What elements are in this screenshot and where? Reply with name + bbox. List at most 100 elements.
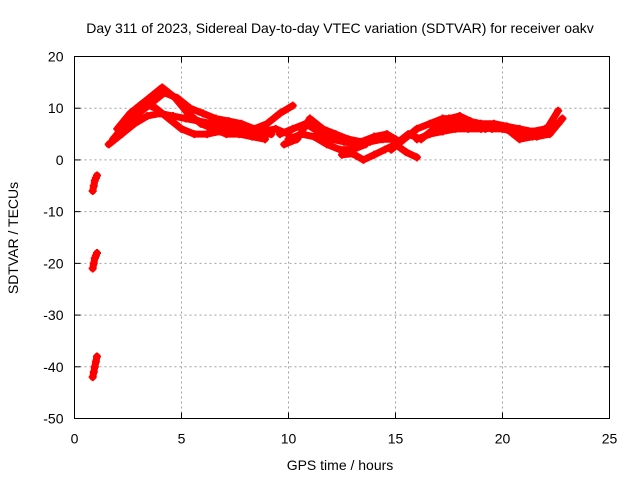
data-point — [89, 367, 98, 376]
series-trace — [338, 140, 421, 164]
data-point — [91, 357, 100, 366]
x-tick-label: 25 — [602, 431, 618, 447]
data-point — [402, 148, 411, 157]
data-point — [455, 111, 464, 120]
grid — [74, 56, 610, 419]
axis-ticks: 0 5 10 15 20 25 -50 -40 -30 -20 -10 0 10 20 — [43, 49, 617, 447]
data-point — [519, 130, 528, 139]
data-point — [275, 130, 284, 139]
y-tick-label: 10 — [48, 100, 64, 116]
data-point — [348, 149, 357, 158]
data-point — [387, 145, 396, 154]
series-trace — [276, 120, 399, 148]
data-point — [323, 140, 332, 149]
x-tick-label: 0 — [71, 431, 79, 447]
y-tick-label: -10 — [43, 204, 63, 220]
chart-title: Day 311 of 2023, Sidereal Day-to-day VTE… — [86, 20, 594, 36]
data-point — [92, 249, 101, 258]
data-point — [425, 119, 434, 128]
x-axis-label: GPS time / hours — [287, 457, 394, 473]
data-point — [359, 155, 368, 164]
y-tick-label: -20 — [43, 255, 63, 271]
data-point — [198, 109, 207, 118]
data-point — [310, 132, 319, 141]
data-point — [466, 117, 475, 126]
data-point — [338, 150, 346, 159]
data-point — [143, 111, 152, 120]
data-point — [132, 104, 141, 113]
x-tick-label: 15 — [388, 431, 404, 447]
data-point — [280, 140, 289, 149]
series-early-c — [88, 352, 101, 382]
series-arc-4 — [119, 83, 269, 144]
data-point — [88, 264, 97, 273]
data-point — [284, 135, 293, 144]
data-point — [370, 150, 379, 159]
plot-frame — [74, 56, 610, 419]
data-point — [92, 352, 101, 361]
y-tick-label: 0 — [56, 152, 64, 168]
data-point — [203, 130, 212, 139]
data-point — [541, 124, 550, 133]
data-point — [171, 93, 180, 102]
data-point — [190, 130, 199, 139]
data-point — [89, 259, 98, 268]
data-point — [331, 130, 340, 139]
data-point — [104, 140, 113, 149]
data-point — [530, 127, 539, 136]
data-point — [438, 127, 447, 136]
data-point — [109, 135, 118, 144]
data-point — [145, 93, 154, 102]
data-point — [183, 109, 192, 118]
y-axis-label: SDTVAR / TECUs — [5, 182, 21, 294]
series-early-a — [88, 171, 101, 195]
data-points — [88, 83, 567, 382]
data-point — [113, 124, 122, 133]
data-point — [90, 362, 99, 371]
data-point — [318, 124, 327, 133]
data-point — [404, 130, 413, 139]
data-point — [477, 122, 486, 131]
data-point — [361, 140, 370, 149]
data-point — [487, 124, 496, 133]
y-tick-label: -40 — [43, 359, 63, 375]
data-point — [391, 140, 400, 149]
data-point — [248, 132, 257, 141]
data-point — [151, 104, 160, 113]
y-tick-label: -30 — [43, 307, 63, 323]
series-trace — [280, 115, 404, 148]
data-point — [119, 119, 128, 128]
data-point — [211, 114, 220, 123]
y-tick-label: 20 — [48, 49, 64, 65]
data-point — [158, 83, 167, 92]
data-point — [237, 119, 246, 128]
data-point — [88, 373, 97, 382]
series-mid-3 — [284, 130, 370, 154]
data-point — [89, 181, 98, 190]
x-tick-label: 5 — [178, 431, 186, 447]
data-point — [509, 127, 518, 136]
x-tick-label: 20 — [495, 431, 511, 447]
data-point — [297, 130, 306, 139]
data-point — [327, 135, 336, 144]
data-point — [224, 117, 233, 126]
data-point — [552, 119, 560, 128]
data-point — [288, 101, 297, 110]
data-point — [412, 124, 421, 133]
data-point — [305, 114, 314, 123]
data-point — [498, 124, 507, 133]
data-point — [222, 130, 231, 139]
data-point — [412, 135, 421, 144]
data-point — [164, 114, 173, 123]
data-point — [382, 130, 391, 139]
data-point — [88, 186, 97, 195]
data-point — [370, 132, 379, 141]
data-point — [235, 130, 244, 139]
data-point — [275, 109, 284, 118]
data-point — [260, 135, 269, 144]
data-point — [412, 153, 421, 162]
data-point — [267, 130, 276, 139]
y-tick-label: -50 — [43, 411, 63, 427]
data-point — [344, 135, 353, 144]
